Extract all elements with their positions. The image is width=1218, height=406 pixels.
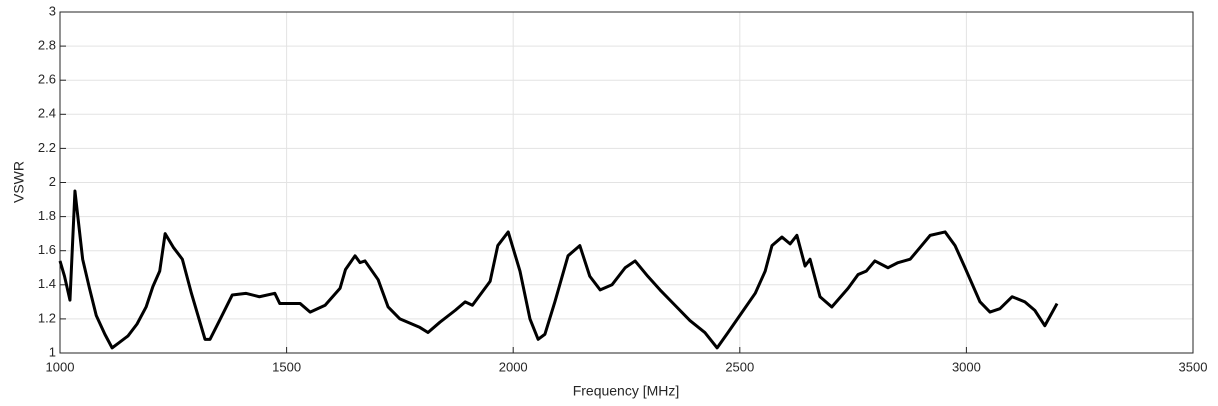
y-tick-label: 1.6 bbox=[38, 242, 56, 257]
x-tick-label: 1000 bbox=[46, 359, 75, 374]
x-tick-label: 1500 bbox=[272, 359, 301, 374]
x-tick-label: 3500 bbox=[1179, 359, 1208, 374]
y-tick-label: 1 bbox=[49, 344, 56, 359]
y-tick-label: 2 bbox=[49, 174, 56, 189]
y-axis-label: VSWR bbox=[11, 161, 27, 203]
x-axis-label: Frequency [MHz] bbox=[573, 383, 680, 399]
y-tick-label: 1.4 bbox=[38, 276, 56, 291]
y-tick-label: 2.2 bbox=[38, 140, 56, 155]
y-tick-label: 1.8 bbox=[38, 208, 56, 223]
plot-frame bbox=[59, 11, 1194, 354]
x-tick-label: 2000 bbox=[499, 359, 528, 374]
y-tick-label: 3 bbox=[49, 3, 56, 18]
x-tick-label: 2500 bbox=[725, 359, 754, 374]
data-line bbox=[58, 189, 1059, 350]
y-tick-label: 2.4 bbox=[38, 106, 56, 121]
y-tick-label: 2.8 bbox=[38, 38, 56, 53]
x-tick-label: 3000 bbox=[952, 359, 981, 374]
y-tick-label: 2.6 bbox=[38, 72, 56, 87]
y-tick-label: 1.2 bbox=[38, 310, 56, 325]
